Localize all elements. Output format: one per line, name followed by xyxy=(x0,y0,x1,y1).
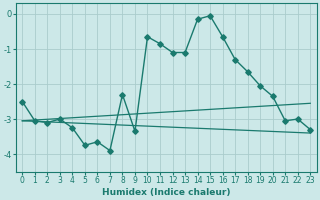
X-axis label: Humidex (Indice chaleur): Humidex (Indice chaleur) xyxy=(102,188,230,197)
